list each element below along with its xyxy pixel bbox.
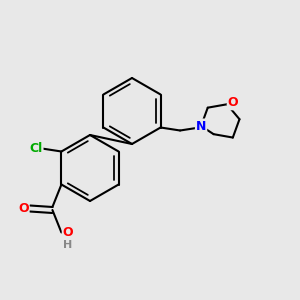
Text: O: O xyxy=(228,96,238,109)
Text: Cl: Cl xyxy=(29,142,43,155)
Text: O: O xyxy=(18,202,28,215)
Text: N: N xyxy=(196,119,206,133)
Text: H: H xyxy=(63,240,73,250)
Text: O: O xyxy=(63,226,73,239)
